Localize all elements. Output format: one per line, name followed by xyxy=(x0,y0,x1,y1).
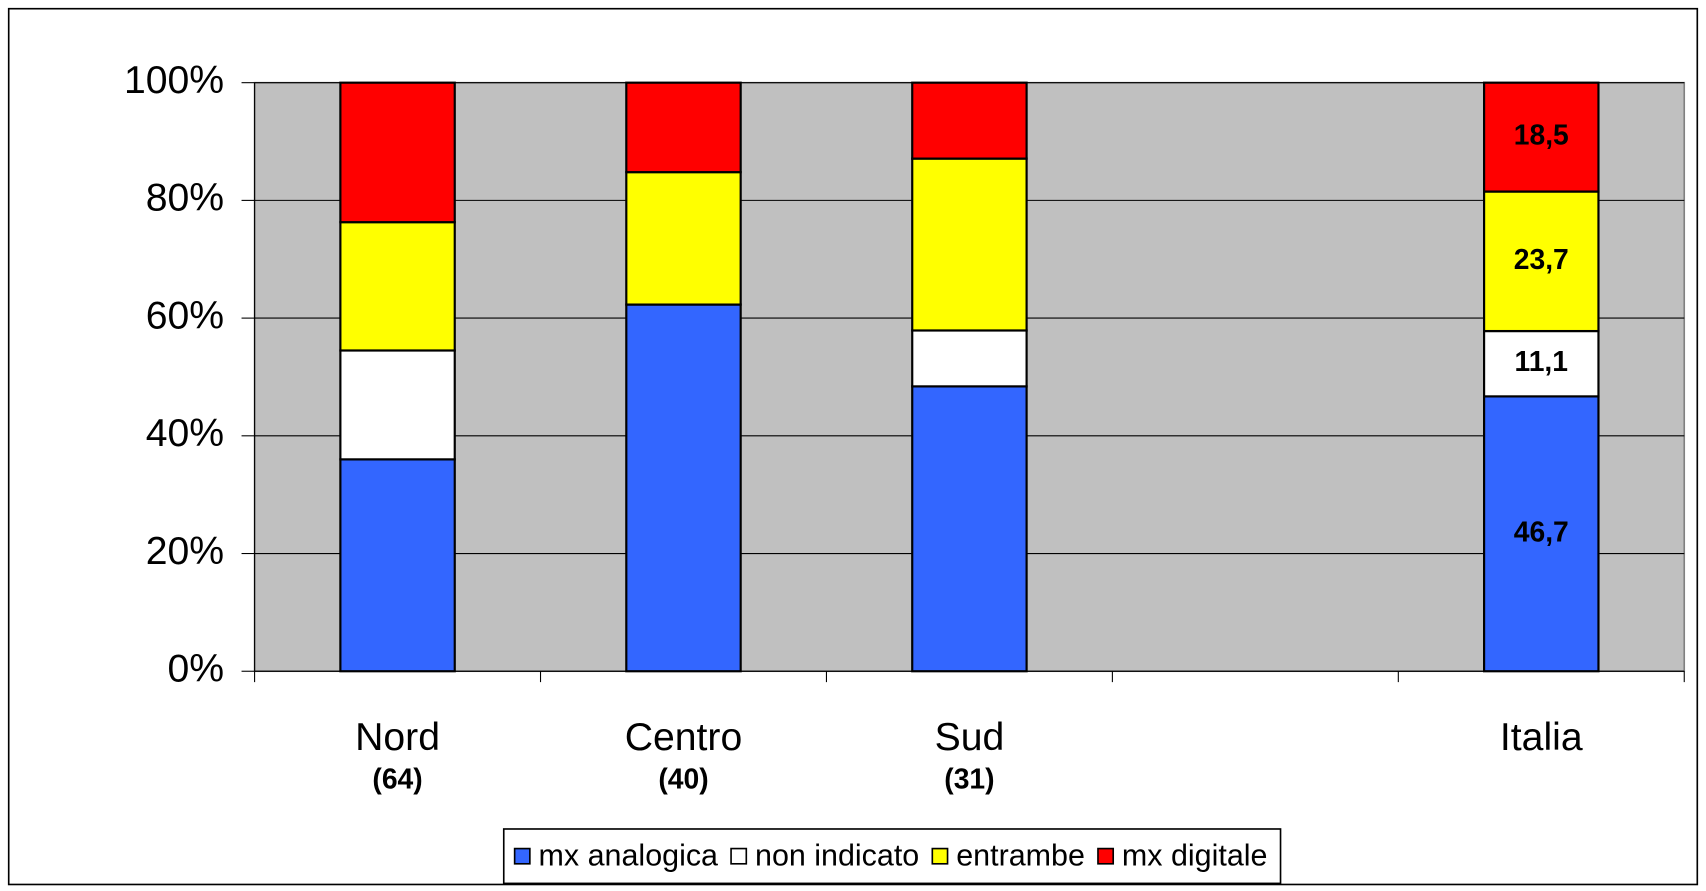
sample-size: (64) xyxy=(372,763,422,795)
bar-segment xyxy=(339,81,456,224)
value-label: 23,7 xyxy=(1514,243,1569,275)
bar-segment xyxy=(911,329,1028,388)
y-tick-label: 20% xyxy=(146,530,224,573)
legend-box xyxy=(502,828,1282,885)
x-tick-label: Italia xyxy=(1500,716,1583,759)
sample-size: (40) xyxy=(658,763,708,795)
y-tick-label: 80% xyxy=(146,177,224,220)
bar-segment xyxy=(625,171,742,306)
bar-segment xyxy=(911,157,1028,332)
bar-segment xyxy=(1483,329,1600,398)
bar-segment xyxy=(911,81,1028,160)
value-label: 18,5 xyxy=(1514,119,1569,151)
sample-size: (31) xyxy=(944,763,994,795)
bar-segment xyxy=(1483,81,1600,193)
x-tick-label: Nord xyxy=(355,716,440,759)
legend-swatch xyxy=(730,847,748,865)
y-tick-label: 0% xyxy=(168,648,225,691)
legend-label: entrambe xyxy=(956,838,1085,872)
y-tick-label: 60% xyxy=(146,294,224,337)
x-tick-label: Centro xyxy=(625,716,743,759)
bar-segment xyxy=(1483,395,1600,673)
value-label: 11,1 xyxy=(1515,345,1568,377)
legend-swatch xyxy=(1097,847,1115,865)
bar-segment xyxy=(339,221,456,352)
value-label: 46,7 xyxy=(1514,515,1569,547)
legend-swatch xyxy=(931,847,949,865)
legend-swatch xyxy=(513,847,531,865)
bar-segment xyxy=(1483,190,1600,333)
bar-segment xyxy=(339,349,456,461)
bar-segment xyxy=(625,81,742,174)
x-tick-label: Sud xyxy=(935,716,1005,759)
y-tick-label: 40% xyxy=(146,412,224,455)
y-tick-label: 100% xyxy=(124,59,224,102)
bar-segment xyxy=(339,458,456,673)
legend-label: mx analogica xyxy=(539,838,719,872)
legend: mx analogica non indicato entrambe mx digit… xyxy=(502,828,1282,885)
bar-segment xyxy=(625,303,742,673)
legend-label: non indicato xyxy=(755,838,919,872)
bar-segment xyxy=(911,385,1028,673)
legend-label: mx digitale xyxy=(1122,838,1268,872)
